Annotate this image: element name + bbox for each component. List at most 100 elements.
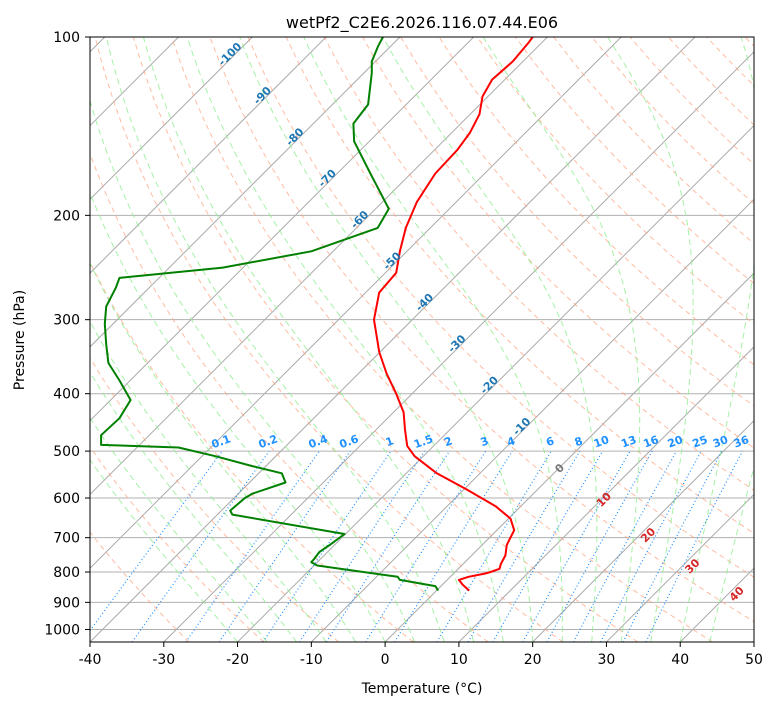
moist-adiabat-line	[90, 458, 238, 642]
moist-adiabat-line	[105, 37, 445, 642]
y-tick-label: 800	[53, 565, 80, 581]
mixing-ratio-label: 8	[573, 434, 585, 449]
mixing-ratio-line	[325, 450, 450, 642]
isotherm-line	[90, 37, 548, 496]
dry-adiabat-line	[90, 356, 339, 642]
x-tick-label: -30	[152, 652, 175, 668]
isotherm-line	[90, 37, 696, 642]
dry-adiabat-line	[706, 37, 754, 87]
isotherm-line	[310, 198, 754, 642]
dry-adiabat-line	[362, 37, 754, 449]
mixing-ratio-label: 0.2	[257, 432, 280, 451]
dry-adiabat-line	[400, 37, 754, 407]
dry-adiabat-line	[553, 37, 754, 245]
isotherm-line	[532, 419, 754, 642]
plot-frame	[89, 36, 755, 643]
isotherm-label: -60	[348, 208, 371, 231]
isotherm-label: -100	[216, 40, 245, 69]
y-axis-title: Pressure (hPa)	[12, 290, 28, 390]
dry-adiabat-line	[132, 37, 639, 642]
background-lines	[90, 37, 754, 642]
isotherm-label: -80	[283, 125, 306, 148]
isotherm-line	[90, 37, 327, 274]
isotherm-label: -30	[445, 332, 468, 355]
mixing-ratio-line	[645, 450, 744, 642]
moist-adiabat-line	[709, 465, 754, 642]
isotherm-line	[679, 567, 754, 642]
mixing-ratio-label: 1.5	[412, 432, 435, 451]
mixing-ratio-line	[546, 450, 653, 642]
y-tick-label: 300	[53, 313, 80, 329]
mixing-ratio-line	[467, 450, 581, 642]
moist-adiabat-label: 20	[638, 525, 658, 545]
mixing-ratio-line	[365, 450, 487, 642]
moist-adiabat-label: 0	[552, 461, 567, 476]
moist-adiabat-line	[186, 37, 504, 642]
y-tick-label: 600	[53, 491, 80, 507]
dry-adiabat-line	[94, 37, 564, 642]
isotherm-line	[90, 37, 253, 201]
dry-adiabat-line	[744, 37, 754, 47]
isotherm-line	[606, 493, 754, 642]
dry-adiabat-line	[438, 37, 754, 366]
moist-adiabat-line	[90, 99, 416, 642]
dry-adiabat-line	[209, 37, 754, 623]
moist-adiabat-label: 40	[727, 584, 747, 604]
moist-adiabat-line	[607, 37, 694, 642]
mixing-ratio-line	[522, 450, 631, 642]
dry-adiabat-line	[90, 531, 190, 642]
mixing-ratio-label: 20	[666, 433, 685, 451]
y-tick-label: 1000	[44, 622, 80, 638]
mixing-ratio-label: 1	[384, 434, 396, 449]
mixing-ratio-label: 4	[505, 434, 517, 449]
y-tick-label: 400	[53, 387, 80, 403]
x-tick-label: -40	[79, 652, 102, 668]
mixing-ratio-label: 16	[642, 433, 661, 451]
mixing-ratio-line	[131, 450, 270, 642]
isotherm-label: -10	[510, 415, 533, 438]
y-tick-label: 500	[53, 444, 80, 460]
moist-adiabat-line	[90, 371, 298, 642]
series-layer	[100, 37, 534, 592]
moist-adiabat-line	[142, 37, 475, 642]
mixing-ratio-line	[299, 450, 426, 642]
mixing-ratio-label: 10	[592, 433, 611, 451]
mixing-ratio-label: 3	[479, 434, 491, 449]
mixing-ratio-line	[262, 450, 392, 642]
y-axis: 100 200 300 400 500 600 700 800 900 1000	[44, 30, 90, 638]
moist-adiabat-line	[482, 37, 641, 642]
dry-adiabat-line	[591, 37, 754, 205]
x-tick-label: 50	[745, 652, 763, 668]
mixing-ratio-label: 36	[732, 433, 751, 451]
x-axis-title: Temperature (°C)	[361, 681, 483, 697]
moist-adiabat-line	[90, 191, 386, 642]
isotherm-line	[753, 641, 754, 642]
moist-adiabat-line	[679, 37, 754, 642]
moist-adiabat-label: 30	[682, 556, 702, 576]
dry-adiabat-line	[171, 37, 713, 642]
isotherm-label: -70	[316, 167, 339, 190]
x-tick-label: -10	[300, 652, 323, 668]
mixing-ratio-line	[394, 450, 513, 642]
mixing-ratio-line	[90, 450, 223, 632]
mixing-ratio-line	[436, 450, 552, 642]
dry-adiabat-line	[629, 37, 754, 165]
isotherm-label: -40	[413, 291, 436, 314]
y-tick-label: 100	[53, 30, 80, 46]
mixing-ratio-line	[600, 450, 702, 642]
x-tick-label: 20	[524, 652, 542, 668]
y-tick-label: 200	[53, 208, 80, 224]
dry-adiabat-line	[515, 37, 754, 285]
dry-adiabat-line	[90, 446, 265, 642]
mixing-ratio-label: 6	[544, 434, 556, 449]
x-tick-label: 0	[381, 652, 390, 668]
isotherm-line	[90, 37, 401, 348]
x-tick-label: 10	[450, 652, 468, 668]
isotherm-line	[90, 37, 622, 569]
dry-adiabat-line	[247, 37, 754, 578]
mixing-ratio-label: 0.1	[210, 432, 233, 451]
mixing-ratio-line	[218, 450, 351, 642]
temperature-profile-line	[373, 37, 534, 592]
mixing-ratio-label: 25	[691, 433, 710, 450]
